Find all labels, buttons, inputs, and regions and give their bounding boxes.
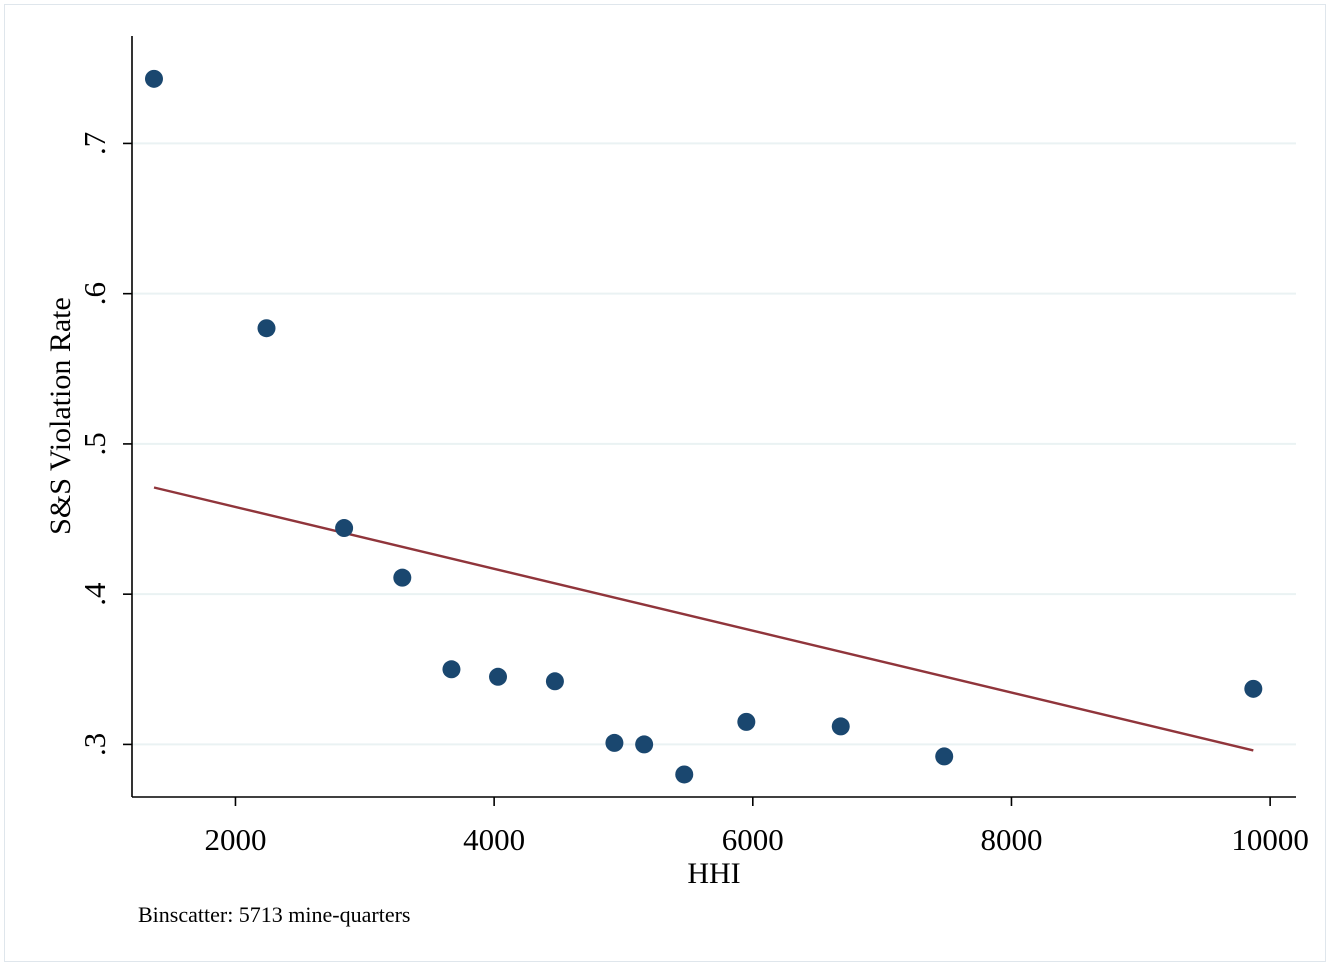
scatter-point <box>831 717 850 736</box>
scatter-point <box>335 519 354 538</box>
x-tick-label: 4000 <box>463 822 525 857</box>
y-tick-label: .4 <box>77 582 112 606</box>
y-tick-label: .3 <box>77 733 112 756</box>
chart-frame <box>4 4 1326 962</box>
scatter-point <box>393 568 412 587</box>
x-tick-label: 8000 <box>980 822 1042 857</box>
grid-lines <box>132 142 1296 746</box>
x-tick-label: 6000 <box>722 822 784 857</box>
y-tick-label: .7 <box>77 132 112 155</box>
points-group <box>144 69 1263 784</box>
scatter-point <box>635 735 654 754</box>
scatter-point <box>489 667 508 686</box>
fit-line <box>153 486 1254 752</box>
fit-line-group <box>153 486 1254 752</box>
x-ticks: 2000 4000 6000 8000 10000 <box>204 797 1309 857</box>
chart-note: Binscatter: 5713 mine-quarters <box>138 902 410 927</box>
scatter-point <box>1244 679 1263 698</box>
x-axis-title: HHI <box>687 857 740 890</box>
scatter-point <box>442 660 461 679</box>
scatter-point <box>545 672 564 691</box>
scatter-point <box>144 69 163 88</box>
scatter-point <box>605 733 624 752</box>
scatter-point <box>257 319 276 338</box>
x-tick-label: 2000 <box>204 822 266 857</box>
scatter-point <box>675 765 694 784</box>
scatter-point <box>737 712 756 731</box>
y-ticks: .3 .4 .5 .6 .7 <box>77 132 132 756</box>
x-tick-label: 10000 <box>1231 822 1309 857</box>
y-tick-label: .6 <box>77 282 112 305</box>
y-tick-label: .5 <box>77 432 112 455</box>
scatter-point <box>935 747 954 766</box>
y-axis-title: S&S Violation Rate <box>44 297 77 535</box>
